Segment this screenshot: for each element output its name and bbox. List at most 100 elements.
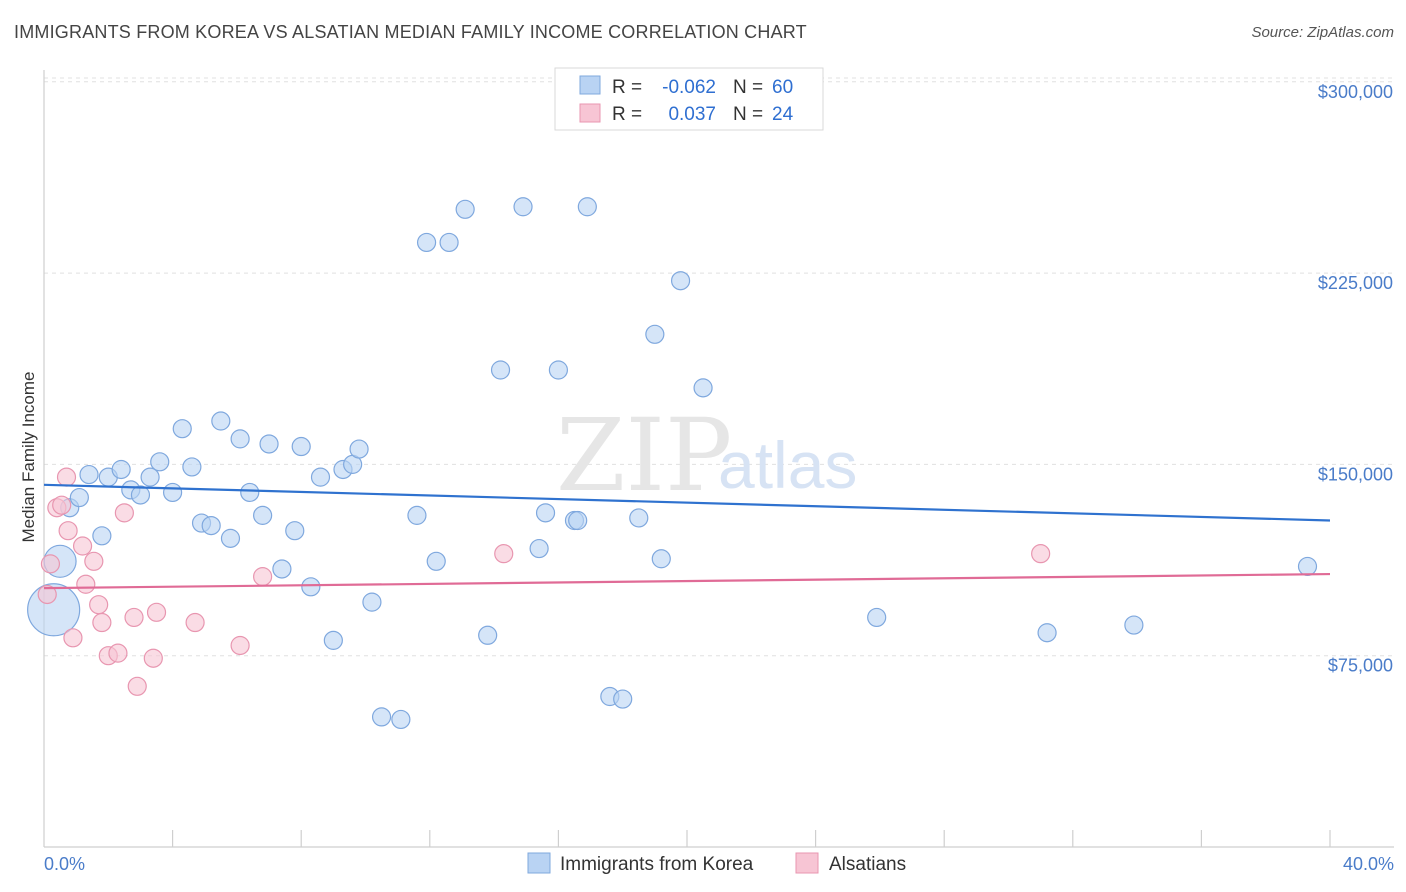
y-axis-label: Median Family Income (19, 371, 38, 542)
alsatian-point (146, 602, 167, 622)
korea-point (92, 526, 112, 546)
stats-n-value-alsatian: 24 (772, 104, 794, 125)
x-tick-label-min: 0.0% (44, 854, 85, 874)
alsatian-point (37, 584, 57, 605)
korea-point (1124, 615, 1144, 635)
korea-point (323, 630, 343, 650)
korea-point (211, 411, 231, 431)
korea-point (79, 464, 99, 485)
alsatian-point (494, 544, 514, 564)
alsatian-point (143, 648, 163, 668)
chart-title: IMMIGRANTS FROM KOREA VS ALSATIAN MEDIAN… (14, 22, 807, 42)
stats-r-label-alsatian: R = (612, 104, 642, 125)
stats-n-value-korea: 60 (772, 77, 793, 98)
korea-trend-line (43, 483, 1331, 522)
korea-point (130, 485, 151, 505)
korea-point (220, 528, 241, 548)
korea-point (230, 429, 250, 449)
alsatian-point (108, 643, 128, 663)
korea-point (163, 482, 183, 503)
legend-swatch-korea (527, 852, 551, 874)
stats-swatch-alsatian (579, 103, 601, 123)
watermark-atlas: atlas (718, 428, 857, 502)
alsatian-point (124, 607, 144, 628)
alsatian-point (127, 676, 147, 696)
korea-point (513, 197, 533, 217)
watermark-zip: ZIP (556, 397, 732, 514)
korea-point (490, 360, 511, 380)
korea-point (645, 324, 665, 344)
series-korea-points (27, 197, 1318, 730)
korea-point (240, 482, 260, 503)
korea-point (362, 592, 382, 612)
korea-point (577, 197, 597, 217)
alsatian-point (84, 551, 104, 571)
korea-point (455, 199, 475, 219)
alsatian-point (253, 567, 273, 587)
korea-point (867, 607, 887, 628)
alsatian-point (92, 612, 112, 633)
korea-point (111, 459, 131, 480)
korea-point (548, 360, 569, 380)
alsatian-point (114, 503, 134, 523)
legend: Immigrants from Korea Alsatians (527, 852, 906, 875)
korea-point (349, 439, 369, 459)
stats-box: R = -0.062 N = 60 R = 0.037 N = 24 (554, 67, 824, 131)
stats-r-value-alsatian: 0.037 (668, 104, 716, 125)
korea-point (426, 551, 446, 571)
korea-point (568, 510, 588, 531)
korea-point (416, 232, 437, 253)
legend-swatch-alsatian (795, 852, 819, 874)
alsatian-point (63, 628, 83, 648)
x-tick-label-max: 40.0% (1343, 854, 1394, 874)
stats-swatch-korea (579, 75, 601, 95)
korea-point (613, 689, 633, 709)
y-tick-label-300000: $300,000 (1318, 82, 1393, 102)
alsatian-trend-line (43, 572, 1331, 590)
korea-point (651, 549, 671, 569)
source-label: Source: ZipAtlas.com (1251, 24, 1394, 41)
stats-n-label-korea: N = (733, 77, 763, 98)
alsatian-point (89, 595, 109, 615)
stats-r-label-korea: R = (612, 77, 642, 98)
alsatian-point (52, 495, 72, 515)
korea-point (439, 232, 459, 253)
alsatian-point (58, 521, 78, 541)
series-alsatian-points (37, 467, 1051, 696)
y-tick-label-75000: $75,000 (1328, 656, 1393, 676)
alsatian-point (185, 612, 205, 633)
korea-point (1037, 623, 1057, 643)
korea-point (272, 559, 292, 579)
korea-point (529, 538, 549, 559)
korea-point (310, 467, 331, 487)
korea-point (1297, 556, 1318, 577)
korea-point (371, 707, 392, 727)
legend-label-alsatian: Alsatians (829, 854, 906, 875)
alsatian-point (76, 574, 96, 594)
korea-point (182, 457, 202, 477)
korea-point (301, 577, 321, 597)
korea-point (693, 378, 713, 398)
korea-point (670, 271, 691, 291)
korea-point (629, 508, 649, 528)
korea-point (140, 467, 160, 487)
y-tick-label-150000: $150,000 (1318, 464, 1393, 484)
korea-point (391, 709, 411, 730)
korea-point (69, 487, 89, 508)
korea-point (259, 434, 279, 454)
y-tick-label-225000: $225,000 (1318, 273, 1393, 293)
trend-lines (43, 483, 1331, 590)
legend-label-korea: Immigrants from Korea (560, 854, 754, 875)
grid-lines (44, 77, 1394, 657)
alsatian-point (56, 467, 77, 487)
korea-point (150, 452, 170, 472)
alsatian-point (230, 635, 250, 656)
alsatian-point (40, 554, 61, 574)
axes (43, 70, 1394, 848)
korea-point (535, 503, 556, 523)
alsatian-point (1031, 544, 1051, 564)
korea-point (291, 436, 311, 457)
stats-r-value-korea: -0.062 (662, 77, 716, 98)
stats-n-label-alsatian: N = (733, 104, 763, 125)
